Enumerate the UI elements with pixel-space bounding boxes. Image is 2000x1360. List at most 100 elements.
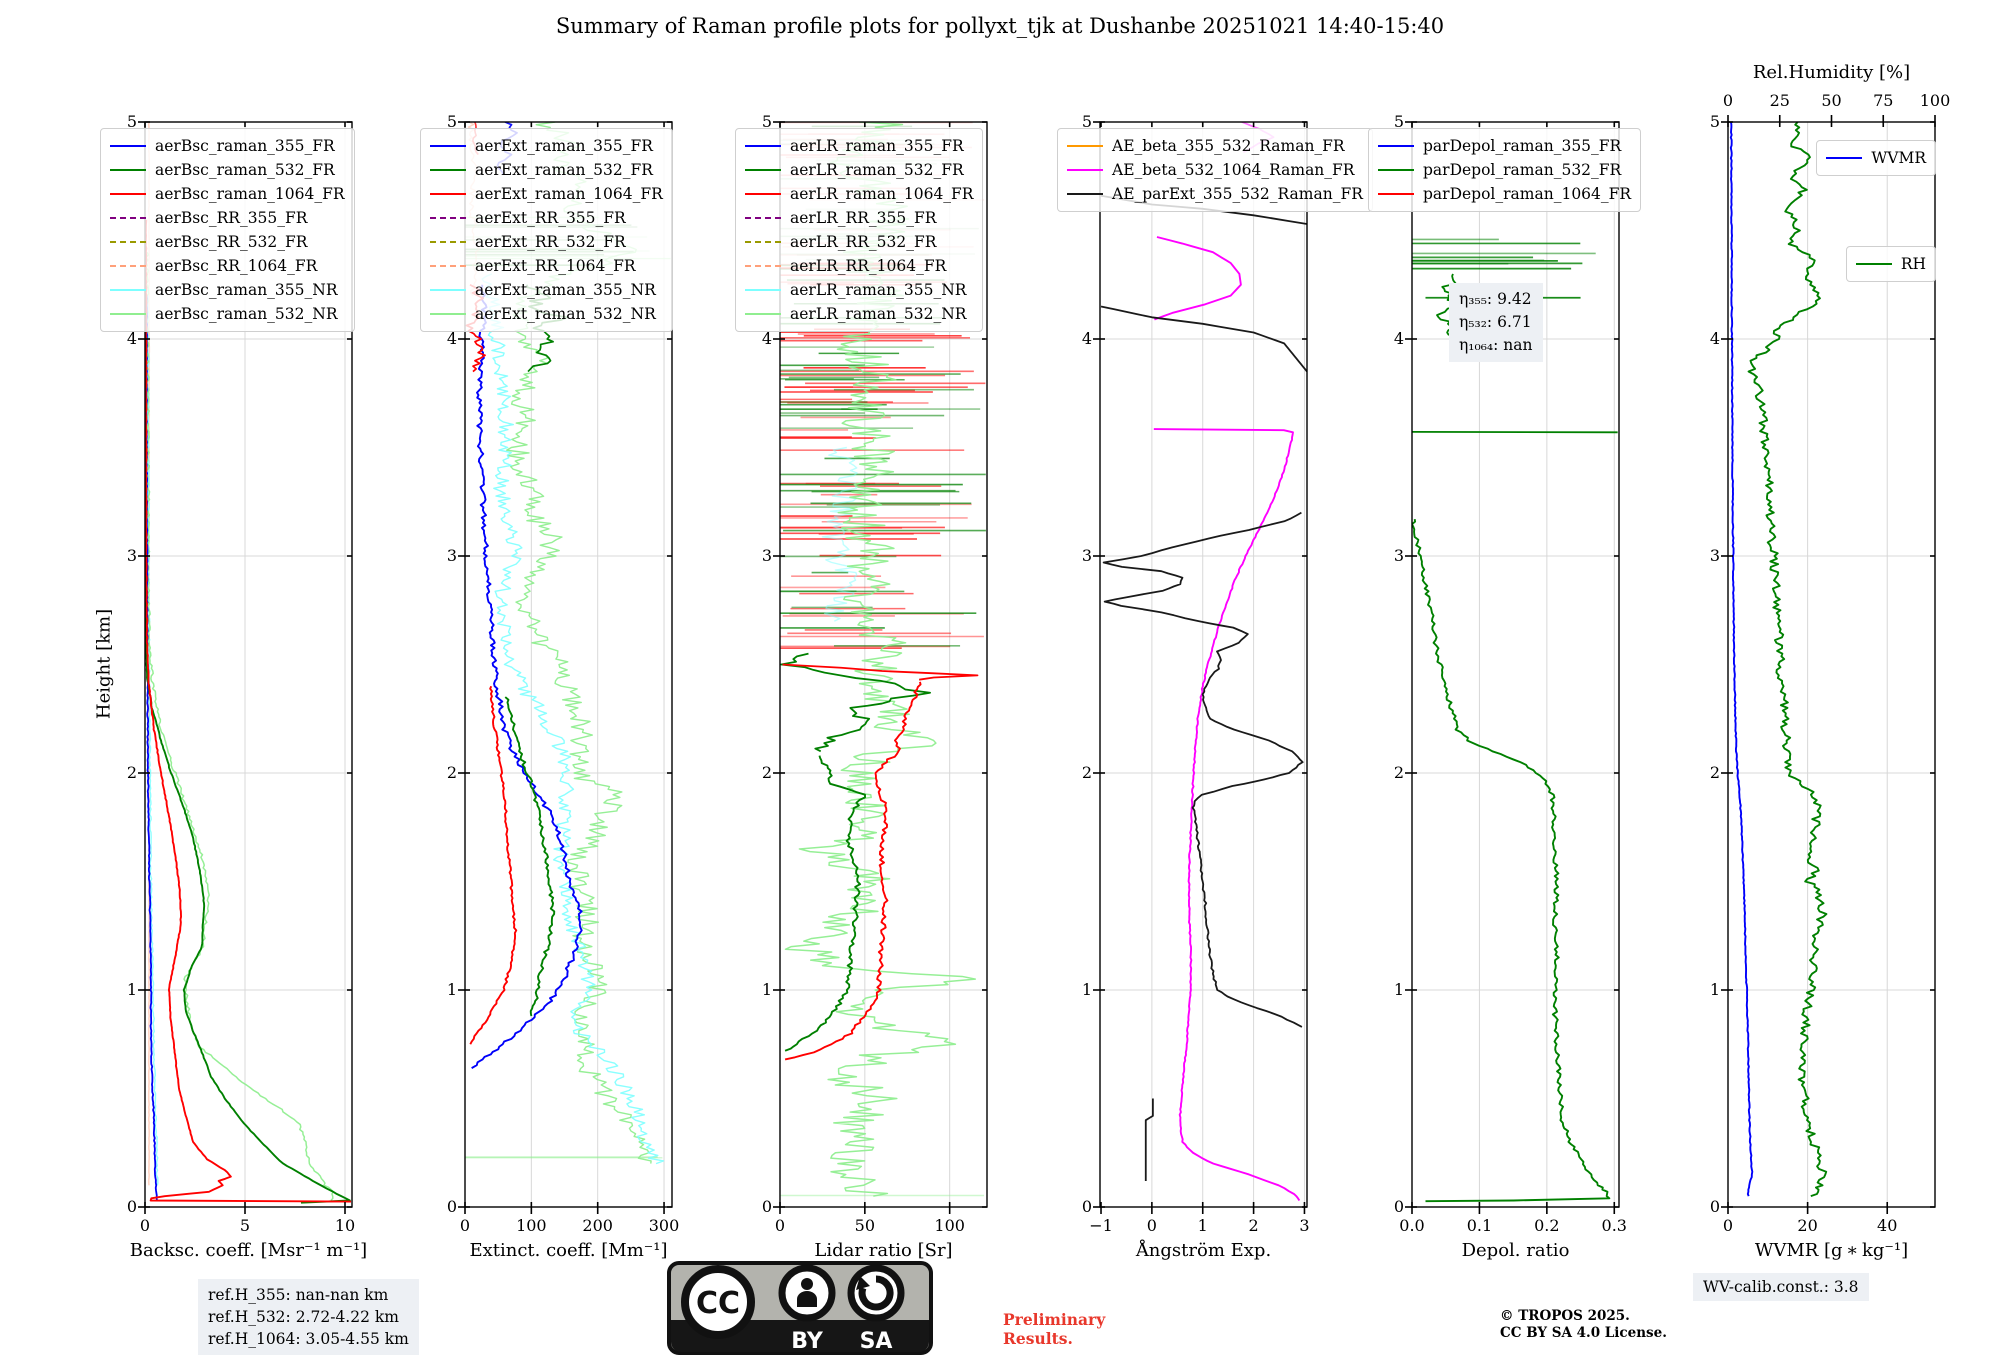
legend-label: aerExt_RR_355_FR	[475, 209, 626, 227]
legend-label: parDepol_raman_355_FR	[1423, 137, 1622, 155]
legend-entry: aerBsc_raman_532_FR	[110, 158, 345, 182]
panel-6	[1721, 115, 1936, 1214]
legend-entry: aerLR_raman_355_FR	[745, 134, 973, 158]
legend-line-sample	[110, 169, 146, 171]
x-tick-label: 300	[648, 1216, 680, 1235]
legend-line-sample	[110, 217, 146, 219]
legend-line-sample	[745, 217, 781, 219]
y-tick-label: 0	[446, 1197, 457, 1216]
eta-1064: η₁₀₆₄: nan	[1459, 336, 1533, 354]
legend-entry: AE_beta_532_1064_Raman_FR	[1067, 158, 1363, 182]
svg-text:SA: SA	[860, 1329, 893, 1354]
x-tick-label: 0.2	[1534, 1216, 1560, 1235]
legend-line-sample	[745, 313, 781, 315]
y-tick-label: 0	[1393, 1197, 1404, 1216]
legend-line-sample	[745, 265, 781, 267]
y-tick-label: 5	[1393, 112, 1404, 131]
legend-label: parDepol_raman_532_FR	[1423, 161, 1622, 179]
legend-entry: aerBsc_raman_1064_FR	[110, 182, 345, 206]
legend-label: AE_parExt_355_532_Raman_FR	[1112, 185, 1363, 203]
legend-label: aerBsc_raman_355_NR	[155, 281, 338, 299]
legend-line-sample	[745, 169, 781, 171]
legend-label: aerLR_raman_532_NR	[790, 305, 967, 323]
legend-label: aerExt_raman_355_FR	[475, 137, 653, 155]
legend-label: aerLR_RR_532_FR	[790, 233, 937, 251]
legend-label: AE_beta_532_1064_Raman_FR	[1112, 161, 1355, 179]
legend-label: aerBsc_raman_355_FR	[155, 137, 335, 155]
legend-entry: AE_beta_355_532_Raman_FR	[1067, 134, 1363, 158]
legend-entry: parDepol_raman_532_FR	[1378, 158, 1631, 182]
legend-line-sample	[110, 313, 146, 315]
legend-line-sample	[430, 145, 466, 147]
legend-line-sample	[430, 289, 466, 291]
legend-entry: aerExt_raman_355_NR	[430, 278, 663, 302]
x-tick-label: 3	[1299, 1216, 1310, 1235]
x-axis-label: Depol. ratio	[1461, 1240, 1570, 1261]
legend-entry: AE_parExt_355_532_Raman_FR	[1067, 182, 1363, 206]
y-tick-label: 4	[1709, 329, 1720, 348]
x-axis-label: WVMR [g ∗ kg⁻¹]	[1754, 1240, 1909, 1261]
y-tick-label: 3	[1081, 546, 1092, 565]
y-tick-label: 2	[446, 763, 457, 782]
legend-label: RH	[1900, 255, 1926, 273]
y-tick-label: 5	[1709, 112, 1720, 131]
y-tick-label: 0	[1709, 1197, 1720, 1216]
legend-entry: RH	[1855, 252, 1926, 276]
legend-label: aerExt_RR_532_FR	[475, 233, 626, 251]
y-axis-label: Height [km]	[93, 608, 115, 720]
y-tick-label: 4	[126, 329, 137, 348]
wv-calibration-note: WV-calib.const.: 3.8	[1693, 1273, 1869, 1301]
legend-entry: aerExt_raman_1064_FR	[430, 182, 663, 206]
top-tick-label: 100	[1919, 91, 1951, 110]
panel-4	[1093, 121, 1308, 1214]
y-tick-label: 5	[446, 112, 457, 131]
y-tick-label: 1	[761, 980, 772, 999]
legend-entry: aerBsc_raman_355_FR	[110, 134, 345, 158]
x-tick-label: 0.0	[1399, 1216, 1425, 1235]
x-tick-label: 0.3	[1601, 1216, 1627, 1235]
y-tick-label: 2	[126, 763, 137, 782]
legend-entry: aerBsc_RR_355_FR	[110, 206, 345, 230]
y-tick-label: 3	[126, 546, 137, 565]
legend-line-sample	[110, 145, 146, 147]
legend-entry: aerBsc_RR_1064_FR	[110, 254, 345, 278]
legend-entry: aerBsc_RR_532_FR	[110, 230, 345, 254]
legend-entry: parDepol_raman_1064_FR	[1378, 182, 1631, 206]
copyright-note: © TROPOS 2025. CC BY SA 4.0 License.	[1500, 1308, 1667, 1341]
legend-entry: aerExt_RR_1064_FR	[430, 254, 663, 278]
top-tick-label: 50	[1821, 91, 1842, 110]
legend-line-sample	[110, 289, 146, 291]
y-tick-label: 2	[1709, 763, 1720, 782]
cc-by-sa-badge: CC BY SA	[666, 1260, 934, 1360]
x-axis-label: Lidar ratio [Sr]	[814, 1240, 953, 1261]
legend-entry: WVMR	[1826, 146, 1926, 170]
legend-line-sample	[430, 313, 466, 315]
x-tick-label: 100	[934, 1216, 965, 1235]
y-tick-label: 2	[1081, 763, 1092, 782]
ref-h-532: ref.H_532: 2.72-4.22 km	[208, 1308, 399, 1326]
x-tick-label: 0	[1722, 1216, 1734, 1235]
y-tick-label: 3	[1393, 546, 1404, 565]
legend-line-sample	[1378, 169, 1414, 171]
y-tick-label: 1	[446, 980, 457, 999]
legend-line-sample	[1067, 193, 1103, 195]
top-tick-label: 0	[1722, 91, 1734, 110]
ref-h-1064: ref.H_1064: 3.05-4.55 km	[208, 1330, 409, 1348]
legend-entry: aerLR_raman_355_NR	[745, 278, 973, 302]
page-title: Summary of Raman profile plots for polly…	[555, 14, 1445, 38]
legend-label: aerBsc_raman_532_FR	[155, 161, 335, 179]
legend-entry: aerLR_RR_355_FR	[745, 206, 973, 230]
x-tick-label: 0	[139, 1216, 151, 1235]
legend-label: aerExt_raman_532_FR	[475, 161, 653, 179]
y-tick-label: 0	[126, 1197, 137, 1216]
ref-h-355: ref.H_355: nan-nan km	[208, 1286, 389, 1304]
legend-entry: aerExt_RR_355_FR	[430, 206, 663, 230]
top-axis-label: Rel.Humidity [%]	[1752, 62, 1911, 83]
legend-entry: aerExt_raman_532_NR	[430, 302, 663, 326]
legend-line-sample	[1067, 169, 1103, 171]
y-tick-label: 1	[1709, 980, 1720, 999]
y-tick-label: 4	[1081, 329, 1092, 348]
eta-annotation: η₃₅₅: 9.42 η₅₃₂: 6.71 η₁₀₆₄: nan	[1449, 283, 1543, 362]
legend-line-sample	[1826, 157, 1863, 159]
